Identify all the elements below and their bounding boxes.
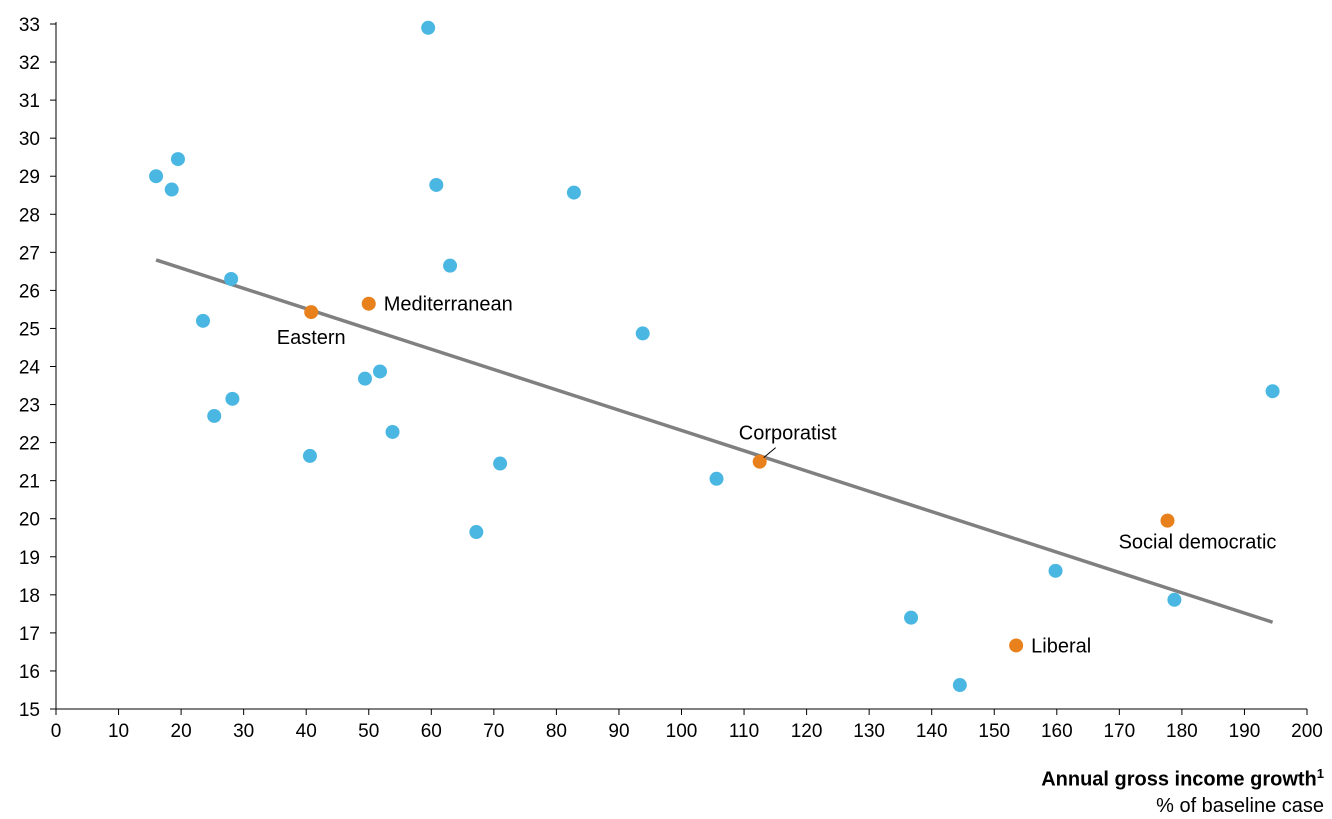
x-tick-label: 90 (608, 721, 629, 742)
x-axis-title: Annual gross income growth1 % of baselin… (1041, 766, 1324, 818)
group-labels: Eastern Mediterranean Corporatist Liberal So… (277, 294, 1277, 658)
country-point (469, 525, 484, 540)
y-tick-label: 19 (19, 548, 40, 569)
country-point (709, 471, 724, 486)
group-label: Eastern (277, 327, 346, 349)
country-point (904, 610, 919, 625)
country-point (566, 185, 581, 200)
country-point (952, 678, 967, 693)
y-tick-label: 23 (19, 396, 40, 417)
trendline-group (155, 258, 1274, 624)
country-point (493, 456, 508, 471)
x-tick-label: 50 (358, 721, 379, 742)
y-tick-label: 32 (19, 53, 40, 74)
group-point (361, 296, 376, 311)
trendline (155, 258, 1274, 624)
x-tick-label: 20 (171, 721, 192, 742)
country-point (224, 271, 239, 286)
country-point (1265, 384, 1280, 399)
x-tick-label: 130 (853, 721, 885, 742)
group-label: Corporatist (739, 423, 837, 445)
x-tick-label: 70 (483, 721, 504, 742)
x-axis-footnote-marker: 1 (1316, 766, 1324, 781)
x-tick-label: 200 (1291, 721, 1323, 742)
country-point (207, 408, 222, 423)
country-point (357, 371, 372, 386)
country-point (302, 448, 317, 463)
y-tick-label: 31 (19, 91, 40, 112)
group-point (752, 454, 767, 469)
x-tick-label: 30 (233, 721, 254, 742)
group-label: Mediterranean (384, 294, 513, 316)
country-point (164, 182, 179, 197)
y-tick-label: 30 (19, 129, 40, 150)
y-tick-label: 29 (19, 167, 40, 188)
country-point (1048, 563, 1063, 578)
points-group (149, 20, 1280, 693)
country-point (429, 177, 444, 192)
y-tick-label: 33 (19, 15, 40, 36)
x-axis-label: Annual gross income growth (1041, 768, 1317, 791)
x-tick-label: 160 (1041, 721, 1073, 742)
group-point (304, 305, 319, 320)
x-tick-label: 110 (729, 721, 759, 742)
y-tick-label: 28 (19, 205, 40, 226)
y-tick-label: 16 (19, 662, 40, 683)
y-tick-label: 25 (19, 319, 40, 340)
x-tick-label: 170 (1103, 721, 1135, 742)
y-tick-label: 21 (19, 472, 40, 493)
y-tick-label: 22 (19, 434, 40, 455)
group-label: Social democratic (1119, 532, 1277, 554)
x-tick-label: 140 (916, 721, 948, 742)
country-point (1167, 592, 1182, 607)
y-tick-label: 15 (19, 700, 40, 721)
y-tick-label: 18 (19, 586, 40, 607)
x-tick-label: 120 (791, 721, 823, 742)
x-tick-label: 60 (421, 721, 442, 742)
x-tick-label: 100 (666, 721, 698, 742)
x-tick-label: 10 (108, 721, 129, 742)
country-point (385, 424, 400, 439)
axes: 0 10 20 30 40 50 60 70 80 90 100 110 120 130 140 150 160… (19, 15, 1323, 742)
x-tick-label: 180 (1166, 721, 1198, 742)
country-point (170, 152, 185, 167)
country-point (373, 364, 388, 379)
y-tick-label: 20 (19, 510, 40, 531)
country-point (195, 313, 210, 328)
group-point (1009, 638, 1024, 653)
x-tick-label: 150 (978, 721, 1010, 742)
country-point (635, 326, 650, 341)
x-tick-label: 40 (296, 721, 317, 742)
x-tick-label: 190 (1229, 721, 1261, 742)
y-tick-label: 26 (19, 281, 40, 302)
x-tick-label: 80 (546, 721, 567, 742)
label-leader-line (763, 447, 777, 459)
y-tick-label: 27 (19, 243, 40, 264)
group-point (1160, 513, 1175, 528)
country-point (149, 169, 164, 184)
group-label: Liberal (1031, 635, 1091, 657)
scatter-chart: 0 10 20 30 40 50 60 70 80 90 100 110 120 130 140 150 160… (19, 15, 1323, 742)
y-tick-label: 17 (19, 624, 40, 645)
country-point (225, 391, 240, 406)
x-tick-label: 0 (51, 721, 62, 742)
x-axis-unit: % of baseline case (1156, 794, 1324, 817)
country-point (443, 258, 458, 273)
country-point (421, 20, 436, 35)
y-tick-label: 24 (19, 358, 41, 379)
